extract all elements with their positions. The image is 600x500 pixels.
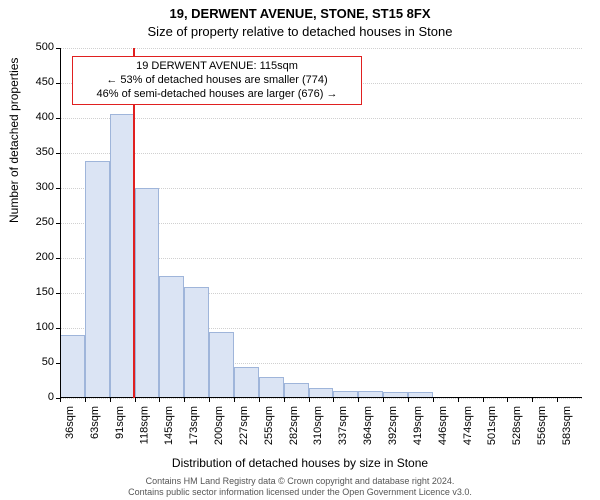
x-tick-label: 63sqm xyxy=(89,406,101,439)
y-tick-label: 350 xyxy=(24,146,54,158)
x-tick-label: 282sqm xyxy=(288,406,300,445)
histogram-bar xyxy=(259,377,284,398)
y-tick-label: 0 xyxy=(24,391,54,403)
y-tick-label: 250 xyxy=(24,216,54,228)
gridline xyxy=(60,48,582,49)
chart-title-line1: 19, DERWENT AVENUE, STONE, ST15 8FX xyxy=(0,6,600,21)
x-tick-label: 200sqm xyxy=(213,406,225,445)
x-tick-mark xyxy=(383,398,384,402)
x-tick-mark xyxy=(333,398,334,402)
x-tick-label: 310sqm xyxy=(313,406,325,445)
marker-annotation: 19 DERWENT AVENUE: 115sqm← 53% of detach… xyxy=(72,56,362,105)
x-axis-line xyxy=(60,397,582,398)
x-tick-label: 227sqm xyxy=(238,406,250,445)
x-tick-mark xyxy=(110,398,111,402)
x-tick-label: 173sqm xyxy=(188,406,200,445)
marker-annotation-line2: ← 53% of detached houses are smaller (77… xyxy=(79,74,355,88)
y-tick-label: 150 xyxy=(24,286,54,298)
histogram-bar xyxy=(135,188,160,398)
x-tick-label: 36sqm xyxy=(64,406,76,439)
y-tick-label: 300 xyxy=(24,181,54,193)
x-tick-label: 528sqm xyxy=(511,406,523,445)
x-tick-mark xyxy=(85,398,86,402)
y-tick-label: 100 xyxy=(24,321,54,333)
x-axis-label: Distribution of detached houses by size … xyxy=(0,456,600,470)
x-tick-mark xyxy=(135,398,136,402)
y-tick-label: 200 xyxy=(24,251,54,263)
x-tick-label: 337sqm xyxy=(337,406,349,445)
x-tick-label: 474sqm xyxy=(462,406,474,445)
x-tick-mark xyxy=(209,398,210,402)
x-tick-label: 501sqm xyxy=(487,406,499,445)
x-tick-mark xyxy=(483,398,484,402)
footnote-line3: Contains public sector information licen… xyxy=(128,487,472,497)
x-tick-label: 364sqm xyxy=(362,406,374,445)
y-tick-label: 500 xyxy=(24,41,54,53)
x-tick-mark xyxy=(532,398,533,402)
x-tick-label: 583sqm xyxy=(561,406,573,445)
x-tick-mark xyxy=(408,398,409,402)
x-tick-mark xyxy=(284,398,285,402)
histogram-bar xyxy=(159,276,184,399)
footnote: Contains HM Land Registry data © Crown c… xyxy=(0,476,600,498)
histogram-bar xyxy=(85,161,110,398)
x-tick-label: 446sqm xyxy=(437,406,449,445)
x-tick-mark xyxy=(507,398,508,402)
chart-container: 19, DERWENT AVENUE, STONE, ST15 8FX Size… xyxy=(0,0,600,500)
y-tick-label: 400 xyxy=(24,111,54,123)
x-tick-mark xyxy=(358,398,359,402)
x-tick-mark xyxy=(433,398,434,402)
gridline xyxy=(60,398,582,399)
histogram-bar xyxy=(284,383,309,398)
x-tick-mark xyxy=(234,398,235,402)
x-tick-label: 91sqm xyxy=(114,406,126,439)
histogram-bar xyxy=(110,114,135,398)
x-tick-mark xyxy=(309,398,310,402)
gridline xyxy=(60,153,582,154)
chart-title-line2: Size of property relative to detached ho… xyxy=(0,24,600,39)
x-tick-label: 419sqm xyxy=(412,406,424,445)
x-tick-label: 556sqm xyxy=(536,406,548,445)
y-tick-label: 450 xyxy=(24,76,54,88)
x-tick-mark xyxy=(60,398,61,402)
marker-annotation-line1: 19 DERWENT AVENUE: 115sqm xyxy=(79,60,355,74)
plot-area: 05010015020025030035040045050036sqm63sqm… xyxy=(60,48,582,398)
y-tick-label: 50 xyxy=(24,356,54,368)
footnote-line1: Contains HM Land Registry data © Crown c… xyxy=(146,476,455,486)
y-axis-line xyxy=(60,48,61,398)
x-tick-label: 392sqm xyxy=(387,406,399,445)
x-tick-mark xyxy=(184,398,185,402)
histogram-bar xyxy=(184,287,209,398)
histogram-bar xyxy=(209,332,234,399)
histogram-bar xyxy=(234,367,259,399)
x-tick-label: 255sqm xyxy=(263,406,275,445)
x-tick-mark xyxy=(557,398,558,402)
marker-annotation-line3: 46% of semi-detached houses are larger (… xyxy=(79,88,355,102)
x-tick-label: 145sqm xyxy=(163,406,175,445)
y-axis-label: Number of detached properties xyxy=(7,58,21,223)
x-tick-mark xyxy=(259,398,260,402)
histogram-bar xyxy=(60,335,85,398)
x-tick-mark xyxy=(458,398,459,402)
gridline xyxy=(60,118,582,119)
x-tick-label: 118sqm xyxy=(139,406,151,444)
x-tick-mark xyxy=(159,398,160,402)
